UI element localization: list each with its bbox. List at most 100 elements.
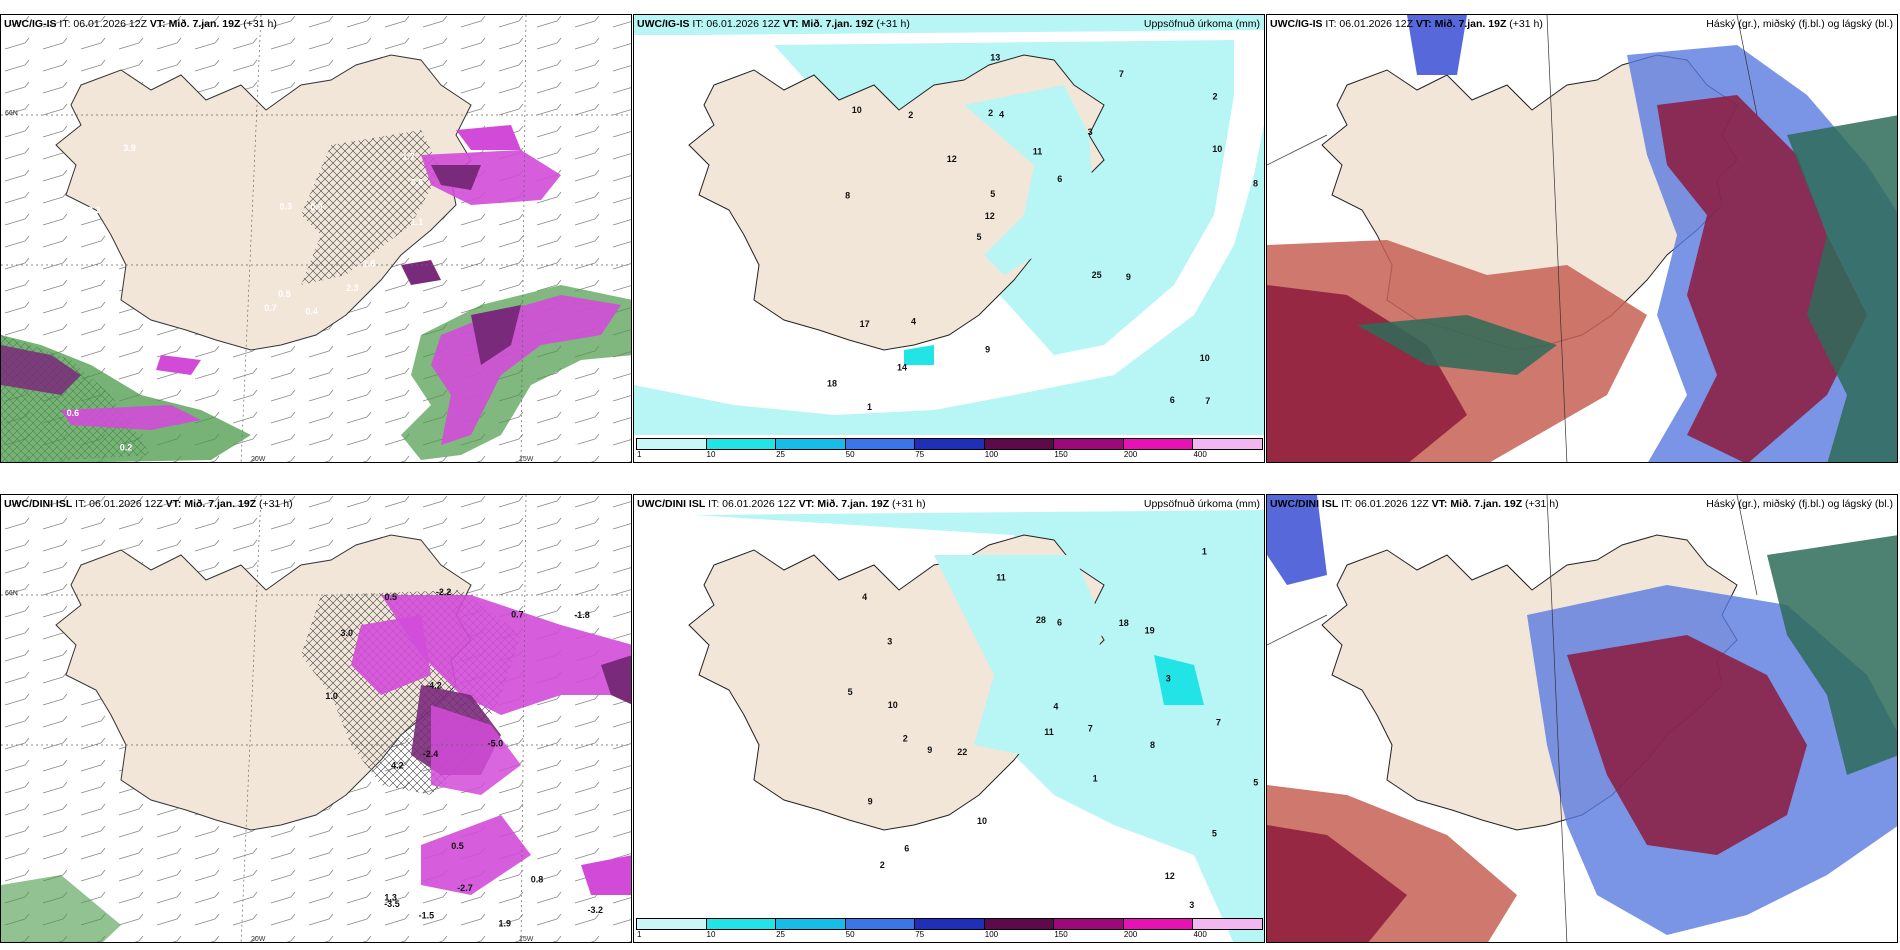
value-label: -1.5	[419, 910, 435, 920]
value-label: 3	[1166, 674, 1171, 684]
value-label: 2	[880, 860, 885, 870]
value-label: 6	[1057, 618, 1062, 628]
panel-dini-precip: UWC/DINI ISL IT: 06.01.2026 12Z VT: Mið.…	[633, 494, 1265, 943]
value-label: 11	[996, 572, 1006, 582]
value-label: 7	[1216, 718, 1221, 728]
colorbar-segment	[1053, 438, 1124, 450]
colorbar-tick: 1	[637, 450, 642, 459]
panel-header: UWC/DINI ISL IT: 06.01.2026 12Z VT: Mið.…	[1270, 498, 1559, 510]
value-label: 4	[1053, 702, 1058, 712]
colorbar-tick: 400	[1193, 930, 1207, 939]
panel-header: UWC/IG-IS IT: 06.01.2026 12Z VT: Mið. 7.…	[4, 18, 277, 30]
snow-area	[581, 855, 631, 895]
low-cloud	[1267, 825, 1407, 942]
value-label: 1.3	[384, 893, 397, 903]
value-label: 5	[848, 687, 853, 697]
precip-area	[1154, 655, 1204, 705]
snow-area	[431, 705, 521, 795]
colorbar-segment	[775, 918, 846, 930]
value-label: 0.5	[575, 188, 588, 198]
value-label: 0.6	[411, 178, 424, 188]
panel-ig-surface: UWC/IG-IS IT: 06.01.2026 12Z VT: Mið. 7.…	[0, 14, 632, 463]
value-label: 0.9	[310, 202, 323, 212]
value-label: 13	[990, 53, 1000, 63]
value-label: 0.8	[531, 875, 544, 885]
precip-area	[934, 555, 1104, 755]
snow-area	[471, 305, 521, 365]
value-label: 1.7	[402, 152, 415, 162]
colorbar-segment	[844, 438, 916, 450]
value-label: 3	[887, 636, 892, 646]
mid-cloud	[1267, 495, 1327, 585]
panel-ig-precip: UWC/IG-IS IT: 06.01.2026 12Z VT: Mið. 7.…	[633, 14, 1265, 463]
colorbar-segment	[844, 918, 916, 930]
value-label: 11	[1033, 146, 1043, 156]
colorbar-tick: 75	[915, 450, 925, 459]
value-label: 0.3	[280, 201, 293, 211]
colorbar: 1 10 25 50 75 100 150 200 400	[636, 438, 1263, 459]
colorbar-tick: 25	[776, 930, 786, 939]
value-label: 1	[867, 402, 872, 412]
value-label: 11	[1044, 727, 1054, 737]
value-label: 14	[897, 362, 907, 372]
value-label: 7	[1119, 69, 1124, 79]
value-label: 12	[947, 154, 957, 164]
temperature-labels: -1.5 1.9 1.3 0.8 0.5 3.0 4.2 -3.2 -2.2 -4.2 -1.8 -2…	[325, 587, 603, 928]
panel-title: Uppsöfnuð úrkoma (mm)	[1143, 498, 1260, 510]
colorbar-tick: 100	[984, 450, 999, 459]
colorbar-tick: 75	[915, 930, 925, 939]
colorbar-segment	[705, 438, 777, 450]
colorbar-tick: 150	[1054, 930, 1068, 939]
value-label: 5	[1253, 778, 1258, 788]
snow-area	[431, 165, 481, 190]
value-label: 4	[862, 592, 867, 602]
value-label: 0.7	[511, 609, 524, 619]
panel-dini-clouds: UWC/DINI ISL IT: 06.01.2026 12Z VT: Mið.…	[1266, 494, 1898, 943]
value-label: 10	[977, 816, 987, 826]
value-label: 9	[1126, 272, 1131, 282]
border-line	[1267, 15, 1758, 462]
value-label: -2.4	[423, 749, 439, 759]
value-label: 2.4	[186, 377, 199, 387]
lat-label: 66N	[5, 590, 18, 597]
high-cloud	[1787, 115, 1897, 462]
colorbar-segment	[983, 438, 1055, 450]
value-label: -1.8	[574, 610, 590, 620]
snow-area	[381, 595, 631, 715]
lat-label: 66N	[5, 110, 18, 117]
high-cloud	[1767, 535, 1897, 775]
colorbar-segment	[914, 918, 985, 930]
value-label: 4	[911, 317, 916, 327]
value-label: 9	[868, 797, 873, 807]
map-precip: 3 2 1 4 5 3 6 22 19 28 18 12 10 11 7 9 8 4 5 2 1 6 3 5 7 10 9 11	[634, 495, 1264, 942]
colorbar-tick: 25	[776, 450, 786, 459]
value-label: 12	[1165, 871, 1175, 881]
value-label: 3.9	[123, 143, 136, 153]
high-cloud	[1357, 315, 1557, 375]
rain-area	[1, 875, 121, 942]
value-label: 19	[1145, 626, 1155, 636]
lon-label: 20W	[251, 456, 266, 463]
value-label: 5	[990, 189, 995, 199]
colorbar-tick: 400	[1193, 450, 1207, 459]
colorbar-segment	[1192, 918, 1263, 930]
precip-labels: 3 2 1 4 5 3 6 22 19 28 18 12 10 11 7 9 8 4 5 2 1 6 3 5 7 10 9 11	[848, 546, 1259, 910]
value-label: -3.5	[384, 899, 400, 909]
value-label: 9	[985, 345, 990, 355]
snow-area	[401, 260, 441, 285]
value-label: 12	[985, 211, 995, 221]
latitude-line	[1, 114, 631, 266]
value-label: 1	[1093, 774, 1098, 784]
value-label: 10	[1200, 353, 1210, 363]
colorbar-tick: 50	[845, 930, 855, 939]
value-label: 4	[999, 110, 1004, 120]
value-label: 10	[852, 105, 862, 115]
panel-header: UWC/IG-IS IT: 06.01.2026 12Z VT: Mið. 7.…	[1270, 18, 1543, 30]
value-label: 25	[1092, 270, 1102, 280]
value-label: 0.7	[264, 303, 277, 313]
lon-label: 15W	[519, 936, 534, 943]
map-surface: 66N 20W 15W -1.5 1.9 1.3 0.8 0.5 3.0 4.2 -3.2 -2…	[1, 495, 631, 943]
value-label: 3	[1189, 900, 1194, 910]
